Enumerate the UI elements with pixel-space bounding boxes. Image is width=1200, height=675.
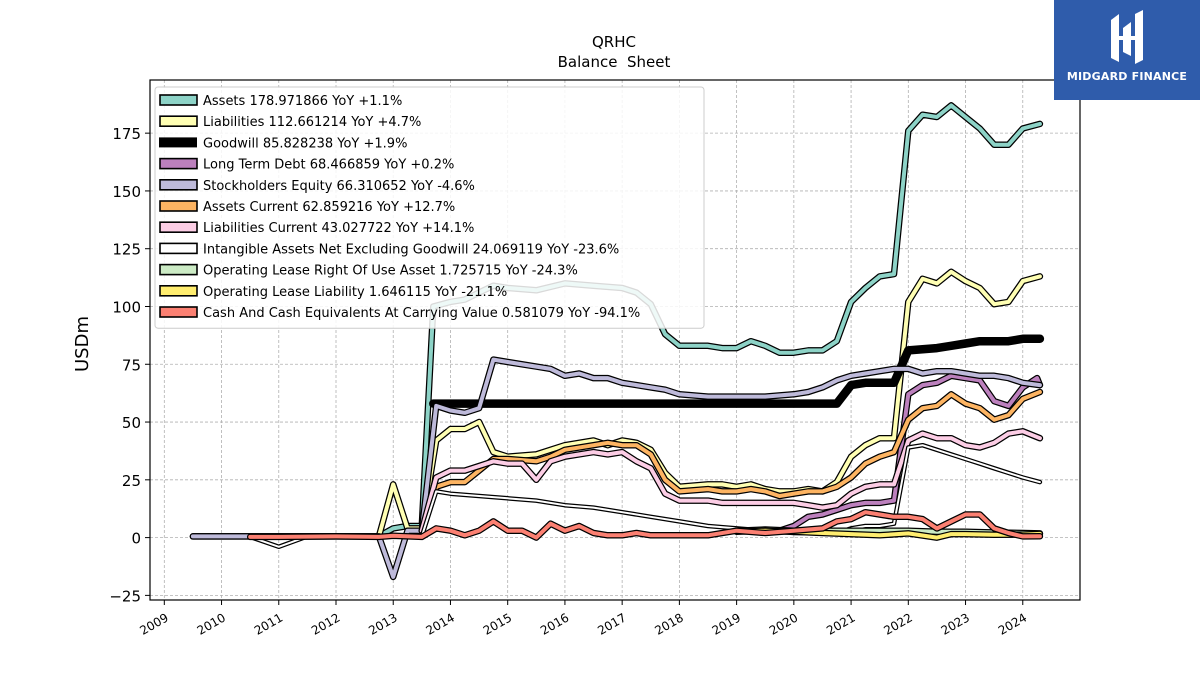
legend-swatch	[159, 179, 198, 191]
x-tick-label: 2014	[424, 610, 457, 637]
y-tick-label: −25	[109, 587, 141, 605]
legend-swatch	[159, 157, 198, 170]
series-line-10	[248, 510, 1042, 540]
x-tick-label: 2015	[481, 610, 514, 637]
y-axis-label: USDm	[72, 316, 93, 372]
legend-swatch	[159, 137, 197, 148]
legend-swatch	[159, 115, 198, 127]
x-tick-label: 2022	[881, 610, 914, 637]
x-tick-label: 2011	[252, 610, 285, 637]
x-tick-label: 2013	[366, 610, 399, 637]
legend-label: Liabilities Current 43.027722 YoY +14.1%	[203, 221, 474, 236]
legend-swatch	[159, 242, 198, 255]
y-tick-label: 100	[112, 298, 141, 316]
series-line-2	[430, 335, 1043, 407]
x-tick-label: 2024	[996, 610, 1029, 637]
legend-label: Operating Lease Right Of Use Asset 1.725…	[203, 264, 578, 279]
midgard-finance-logo: MIDGARD FINANCE	[1054, 0, 1200, 100]
plot-area-frame	[149, 79, 1081, 601]
x-tick-label: 2018	[652, 610, 685, 637]
legend-label: Stockholders Equity 66.310652 YoY -4.6%	[203, 179, 475, 194]
logo-name: MIDGARD FINANCE	[1066, 70, 1188, 83]
legend-swatch	[159, 263, 198, 276]
chart-title: QRHC	[592, 33, 636, 51]
legend-label: Cash And Cash Equivalents At Carrying Va…	[203, 306, 640, 321]
chart-subtitle: Balance Sheet	[558, 53, 671, 71]
y-tick-label: 150	[112, 183, 141, 201]
x-tick-label: 2019	[710, 610, 743, 637]
legend-label: Long Term Debt 68.466859 YoY +0.2%	[203, 158, 454, 173]
legend: Assets 178.971866 YoY +1.1% Liabilities 1…	[154, 86, 705, 329]
series-line-5	[419, 390, 1042, 533]
legend-swatch	[159, 94, 198, 106]
legend-label: Assets Current 62.859216 YoY +12.7%	[203, 200, 455, 215]
legend-swatch	[159, 221, 198, 233]
y-tick-label: 25	[122, 472, 141, 490]
series-lines	[189, 102, 1045, 581]
x-tick-label: 2009	[137, 610, 170, 637]
y-tick-label: 75	[122, 356, 141, 374]
y-tick-label: 175	[112, 125, 141, 143]
midgard-logo-icon	[1054, 6, 1200, 72]
legend-label: Goodwill 85.828238 YoY +1.9%	[203, 136, 407, 151]
x-tick-label: 2017	[595, 610, 628, 637]
legend-swatch	[159, 306, 198, 318]
x-tick-label: 2016	[538, 610, 571, 637]
y-tick-label: 0	[131, 530, 141, 548]
legend-label: Operating Lease Liability 1.646115 YoY -…	[203, 285, 507, 300]
x-tick-label: 2012	[309, 610, 342, 637]
series-line-6	[419, 429, 1042, 533]
x-tick-label: 2023	[939, 610, 972, 637]
series-outline-6	[418, 428, 1044, 534]
x-tick-label: 2010	[195, 610, 228, 637]
series-line-3	[777, 373, 1042, 533]
legend-label: Intangible Assets Net Excluding Goodwill…	[203, 242, 619, 257]
legend-swatch	[159, 284, 198, 297]
legend-label: Liabilities 112.661214 YoY +4.7%	[203, 115, 421, 130]
x-tick-label: 2021	[824, 610, 857, 637]
legend-label: Assets 178.971866 YoY +1.1%	[203, 94, 402, 109]
y-tick-label: 125	[112, 241, 141, 259]
series-line-1	[376, 269, 1042, 539]
series-line-4	[190, 357, 1042, 579]
legend-swatch	[159, 200, 198, 212]
legend-box	[154, 86, 705, 329]
y-tick-label: 50	[122, 414, 141, 432]
x-tick-label: 2020	[767, 610, 800, 637]
